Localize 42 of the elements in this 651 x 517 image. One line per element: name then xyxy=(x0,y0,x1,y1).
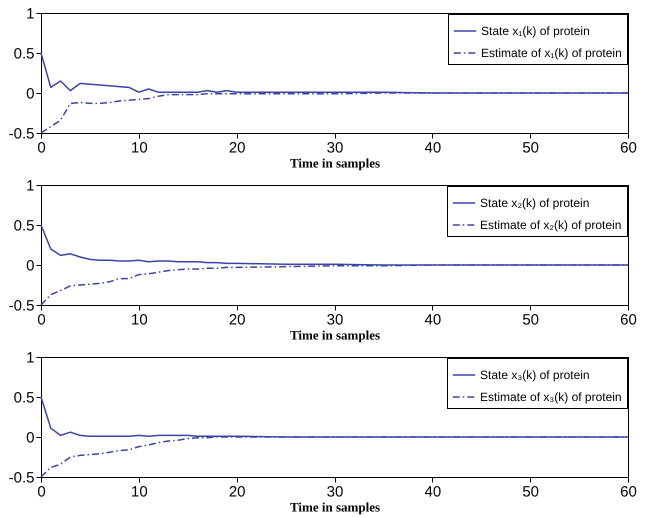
x-axis-title: Time in samples xyxy=(290,156,380,170)
x-tick-label: 60 xyxy=(620,312,637,328)
x-tick-label: 0 xyxy=(37,484,46,500)
y-tick-label: 1 xyxy=(26,178,34,194)
y-tick-label: 1 xyxy=(26,6,34,22)
x-tick-label: 30 xyxy=(326,312,344,328)
y-tick-label: 0.5 xyxy=(14,218,34,234)
legend-label: State x₁(k) of protein xyxy=(481,24,590,38)
x-tick-label: 20 xyxy=(228,484,246,500)
y-tick-label: 0 xyxy=(26,258,34,274)
x-axis-title: Time in samples xyxy=(290,328,380,342)
x-tick-label: 30 xyxy=(326,140,344,156)
x-tick-label: 20 xyxy=(228,140,246,156)
x-tick-label: 40 xyxy=(424,140,442,156)
x-tick-label: 0 xyxy=(37,140,46,156)
y-tick-label: -0.5 xyxy=(8,126,34,142)
x-tick-label: 10 xyxy=(130,140,148,156)
y-tick-label: 0 xyxy=(26,86,34,102)
y-tick-label: 1 xyxy=(26,350,34,366)
x-tick-label: 40 xyxy=(424,484,442,500)
x-tick-label: 60 xyxy=(620,140,637,156)
y-tick-label: -0.5 xyxy=(8,298,34,314)
legend-label: State x₂(k) of protein xyxy=(480,196,590,210)
x-tick-label: 40 xyxy=(424,312,442,328)
y-tick-label: -0.5 xyxy=(8,470,34,486)
x-tick-label: 50 xyxy=(522,312,540,328)
x-tick-label: 60 xyxy=(620,484,637,500)
y-tick-label: 0 xyxy=(26,430,34,446)
legend-label: Estimate of x₃(k) of protein xyxy=(480,390,622,404)
x-tick-label: 50 xyxy=(522,484,540,500)
y-tick-label: 0.5 xyxy=(14,390,34,406)
x-tick-label: 50 xyxy=(522,140,540,156)
x-tick-label: 20 xyxy=(228,312,246,328)
legend-label: State x₃(k) of protein xyxy=(480,368,590,382)
x-tick-label: 10 xyxy=(130,312,148,328)
x-tick-label: 10 xyxy=(130,484,148,500)
x-tick-label: 30 xyxy=(326,484,344,500)
legend-label: Estimate of x₁(k) of protein xyxy=(481,46,622,60)
legend-label: Estimate of x₂(k) of protein xyxy=(480,218,622,232)
x-axis-title: Time in samples xyxy=(290,500,380,514)
x-tick-label: 0 xyxy=(37,312,46,328)
y-tick-label: 0.5 xyxy=(14,46,34,62)
